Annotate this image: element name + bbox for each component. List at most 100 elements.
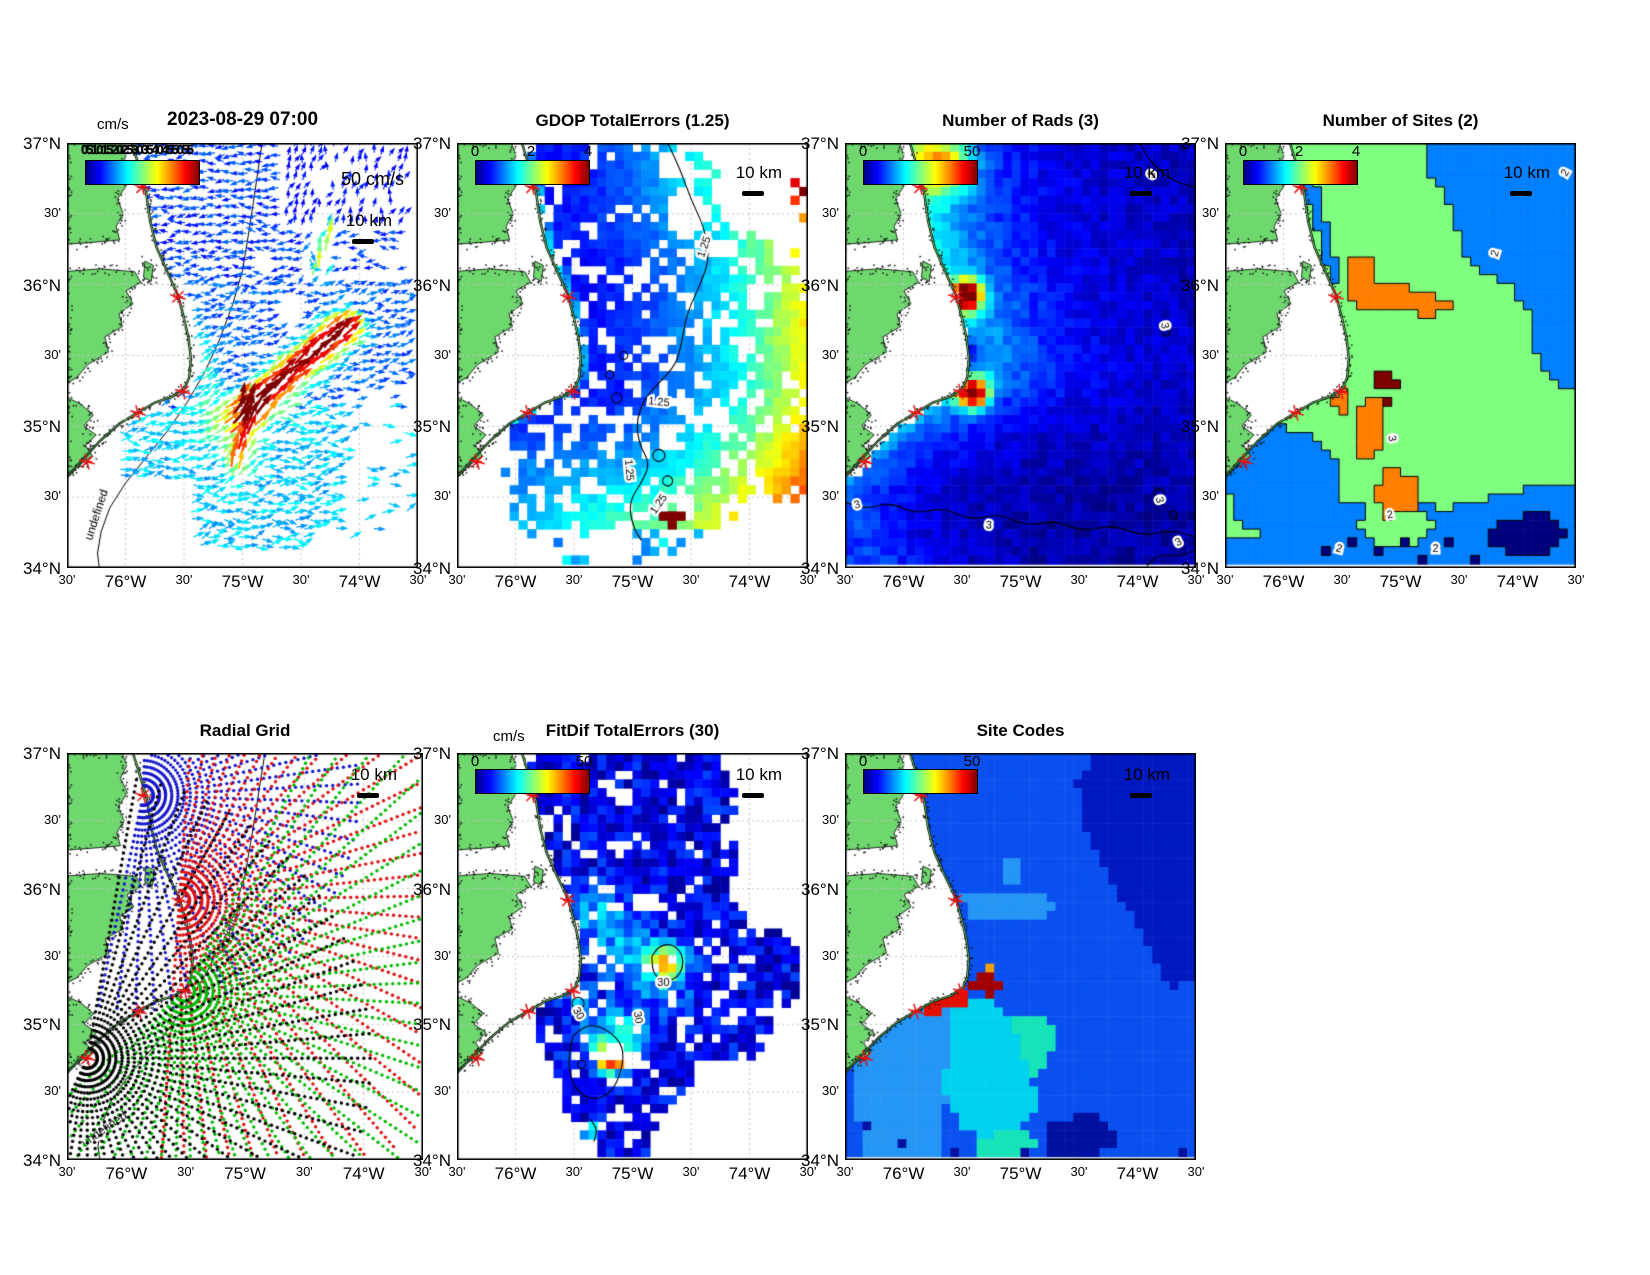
x-axis-tick-label: 30' — [177, 1164, 195, 1179]
y-axis-tick-label: 35°N — [413, 1015, 451, 1035]
y-axis-tick-label: 34°N — [801, 1151, 839, 1170]
x-axis-tick-label: 30' — [1187, 572, 1205, 587]
km-scale-label: 10 km — [1123, 765, 1170, 784]
x-axis-tick-label: 76°W — [494, 1164, 537, 1183]
km-scale-bar — [742, 793, 764, 798]
panel-title-rads: Number of Rads (3) — [942, 111, 1099, 130]
y-axis-tick-label: 35°N — [23, 1015, 61, 1035]
km-scale-bar — [357, 793, 379, 798]
colorbar-tick: 0 — [858, 143, 868, 160]
x-axis-tick-label: 30' — [1070, 1164, 1088, 1179]
fitdif-map-canvas — [457, 753, 808, 1160]
x-axis-tick-label: 75°W — [224, 1164, 266, 1183]
x-axis-tick-label: 76°W — [105, 1164, 148, 1183]
y-axis-tick-label: 30' — [434, 488, 451, 504]
y-axis-tick-label: 30' — [44, 488, 61, 504]
x-axis-tick-label: 74°W — [342, 1164, 385, 1183]
y-axis-tick-label: 37°N — [413, 744, 451, 763]
surface-currents-map-canvas — [67, 143, 418, 568]
km-scale-label: 10 km — [345, 211, 392, 230]
x-axis-tick-label: 30' — [58, 572, 76, 587]
x-axis-tick-label: 74°W — [1116, 572, 1159, 591]
x-axis-tick-label: 30' — [565, 1164, 583, 1179]
x-axis-tick-label: 74°W — [338, 572, 381, 591]
km-scale-label: 10 km — [1123, 163, 1170, 182]
y-axis-tick-label: 30' — [44, 947, 61, 963]
colorbar-tick: 0 — [858, 753, 868, 770]
x-axis-tick-label: 30' — [682, 572, 700, 587]
y-axis-tick-label: 30' — [1202, 488, 1219, 504]
y-axis-tick-label: 37°N — [801, 744, 839, 763]
x-axis-tick-label: 30' — [799, 1164, 817, 1179]
y-axis-tick-label: 35°N — [801, 417, 839, 437]
y-axis-tick-label: 36°N — [1181, 275, 1219, 295]
colorbar-tick: 2 — [526, 143, 536, 160]
y-axis-tick-label: 37°N — [23, 134, 61, 153]
x-axis-tick-label: 76°W — [494, 572, 537, 591]
colorbar-tick: 50 — [575, 753, 593, 770]
panel-title-site-codes: Site Codes — [976, 721, 1065, 740]
colorbar-tick: 4 — [1351, 143, 1361, 160]
jet-colorbar — [475, 160, 590, 185]
y-axis-tick-label: 34°N — [23, 1151, 61, 1170]
km-scale-bar — [1510, 191, 1532, 196]
y-axis-tick-label: 36°N — [23, 879, 61, 899]
colorbar-tick: 2 — [1294, 143, 1304, 160]
x-axis-tick-label: 76°W — [104, 572, 147, 591]
panel-title-currents: 2023-08-29 07:00 — [166, 109, 319, 130]
y-axis-tick-label: 34°N — [413, 559, 451, 578]
x-axis-tick-label: 75°W — [221, 572, 264, 591]
y-axis-tick-label: 30' — [44, 204, 61, 220]
y-axis-tick-label: 30' — [822, 204, 839, 220]
x-axis-tick-label: 30' — [1187, 1164, 1205, 1179]
y-axis-tick-label: 30' — [1202, 346, 1219, 362]
x-axis-tick-label: 30' — [409, 572, 427, 587]
x-axis-tick-label: 30' — [292, 572, 310, 587]
x-axis-tick-label: 30' — [1450, 572, 1468, 587]
x-axis-tick-label: 75°W — [1379, 572, 1422, 591]
y-axis-tick-label: 30' — [434, 204, 451, 220]
panel-title-fitdif: FitDif TotalErrors (30) — [545, 721, 720, 740]
km-scale-bar — [352, 239, 374, 244]
colorbar-units-label: cm/s — [97, 116, 129, 133]
x-axis-tick-label: 30' — [1216, 572, 1234, 587]
x-axis-tick-label: 30' — [682, 1164, 700, 1179]
x-axis-tick-label: 75°W — [611, 1164, 654, 1183]
colorbar-tick: 4 — [583, 143, 593, 160]
km-scale-bar — [1130, 191, 1152, 196]
x-axis-tick-label: 30' — [1333, 572, 1351, 587]
y-axis-tick-label: 30' — [822, 488, 839, 504]
panel-title-gdop: GDOP TotalErrors (1.25) — [535, 111, 730, 130]
panel-radial-grid: Radial Grid 10 km — [67, 721, 423, 1160]
x-axis-tick-label: 74°W — [1496, 572, 1539, 591]
x-axis-tick-label: 74°W — [1116, 1164, 1159, 1183]
y-axis-tick-label: 30' — [434, 1083, 451, 1099]
y-axis-tick-label: 37°N — [801, 134, 839, 153]
x-axis-tick-label: 30' — [295, 1164, 313, 1179]
y-axis-tick-label: 37°N — [1181, 134, 1219, 153]
y-axis-tick-label: 30' — [44, 811, 61, 827]
radial-grid-map-canvas — [67, 753, 423, 1160]
sites-count-map-canvas — [1225, 143, 1576, 568]
y-axis-tick-label: 30' — [434, 947, 451, 963]
y-axis-tick-label: 30' — [434, 346, 451, 362]
y-axis-tick-label: 36°N — [413, 275, 451, 295]
y-axis-tick-label: 30' — [44, 346, 61, 362]
y-axis-tick-label: 30' — [1202, 204, 1219, 220]
y-axis-tick-label: 30' — [822, 1083, 839, 1099]
x-axis-tick-label: 76°W — [882, 572, 925, 591]
panel-number-of-rads: Number of Rads (3) 0 50 10 km — [845, 111, 1196, 568]
x-axis-tick-label: 30' — [836, 572, 854, 587]
y-axis-tick-label: 34°N — [413, 1151, 451, 1170]
x-axis-tick-label: 30' — [953, 572, 971, 587]
colorbar-tick: 0 — [470, 753, 480, 770]
y-axis-tick-label: 34°N — [23, 559, 61, 578]
y-axis-tick-label: 35°N — [801, 1015, 839, 1035]
y-axis-tick-label: 36°N — [801, 879, 839, 899]
gdop-map-canvas — [457, 143, 808, 568]
y-axis-tick-label: 35°N — [1181, 417, 1219, 437]
panel-gdop-errors: GDOP TotalErrors (1.25) 0 2 4 10 km — [457, 111, 808, 568]
km-scale-label: 10 km — [735, 765, 782, 784]
x-axis-tick-label: 30' — [58, 1164, 76, 1179]
